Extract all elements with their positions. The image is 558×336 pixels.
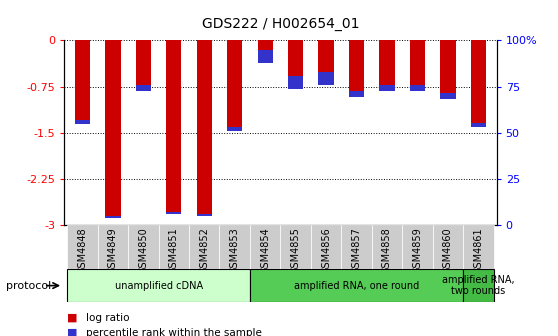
Text: GSM4851: GSM4851	[169, 227, 179, 274]
Bar	[471, 40, 486, 124]
Bar	[463, 269, 494, 302]
Text: GSM4852: GSM4852	[199, 227, 209, 274]
Text: GSM4858: GSM4858	[382, 227, 392, 274]
Text: GSM4849: GSM4849	[108, 227, 118, 274]
Bar	[349, 91, 364, 97]
Text: GSM4850: GSM4850	[138, 227, 148, 274]
Bar	[311, 225, 341, 269]
Text: GSM4857: GSM4857	[352, 227, 362, 274]
Bar	[349, 40, 364, 91]
Text: ■: ■	[67, 328, 78, 336]
Bar	[166, 40, 181, 212]
Bar	[440, 40, 455, 93]
Bar	[341, 225, 372, 269]
Bar	[258, 40, 273, 50]
Bar	[319, 40, 334, 72]
Bar	[136, 85, 151, 91]
Text: GSM4860: GSM4860	[443, 227, 453, 274]
Text: GSM4853: GSM4853	[230, 227, 240, 274]
Text: GSM4854: GSM4854	[260, 227, 270, 274]
Bar	[288, 40, 303, 76]
Text: unamplified cDNA: unamplified cDNA	[114, 281, 203, 291]
Bar	[319, 72, 334, 85]
Bar	[136, 40, 151, 85]
Bar	[402, 225, 432, 269]
Bar	[67, 225, 98, 269]
Bar	[189, 225, 219, 269]
Bar	[432, 225, 463, 269]
Bar	[158, 225, 189, 269]
Bar	[372, 225, 402, 269]
Bar	[227, 40, 242, 127]
Bar	[250, 269, 463, 302]
Bar	[379, 40, 395, 85]
Bar	[379, 85, 395, 91]
Text: amplified RNA, one round: amplified RNA, one round	[294, 281, 419, 291]
Bar	[196, 40, 212, 214]
Bar	[227, 127, 242, 131]
Bar	[280, 225, 311, 269]
Text: GSM4855: GSM4855	[291, 227, 301, 274]
Text: GSM4848: GSM4848	[78, 227, 88, 274]
Bar	[128, 225, 158, 269]
Bar	[75, 40, 90, 120]
Bar	[196, 214, 212, 216]
Bar	[410, 40, 425, 85]
Bar	[288, 76, 303, 89]
Bar	[67, 269, 250, 302]
Text: amplified RNA,
two rounds: amplified RNA, two rounds	[442, 275, 514, 296]
Bar	[166, 212, 181, 214]
Bar	[75, 120, 90, 124]
Text: GSM4861: GSM4861	[473, 227, 483, 274]
Text: GSM4859: GSM4859	[412, 227, 422, 274]
Bar	[98, 225, 128, 269]
Bar	[471, 124, 486, 127]
Bar	[250, 225, 281, 269]
Bar	[463, 225, 494, 269]
Text: protocol: protocol	[6, 281, 51, 291]
Text: percentile rank within the sample: percentile rank within the sample	[86, 328, 262, 336]
Bar	[440, 93, 455, 98]
Bar	[410, 85, 425, 91]
Text: GDS222 / H002654_01: GDS222 / H002654_01	[201, 17, 359, 31]
Bar	[219, 225, 250, 269]
Bar	[105, 40, 121, 216]
Bar	[105, 216, 121, 218]
Text: GSM4856: GSM4856	[321, 227, 331, 274]
Text: log ratio: log ratio	[86, 312, 130, 323]
Bar	[258, 50, 273, 63]
Text: ■: ■	[67, 312, 78, 323]
